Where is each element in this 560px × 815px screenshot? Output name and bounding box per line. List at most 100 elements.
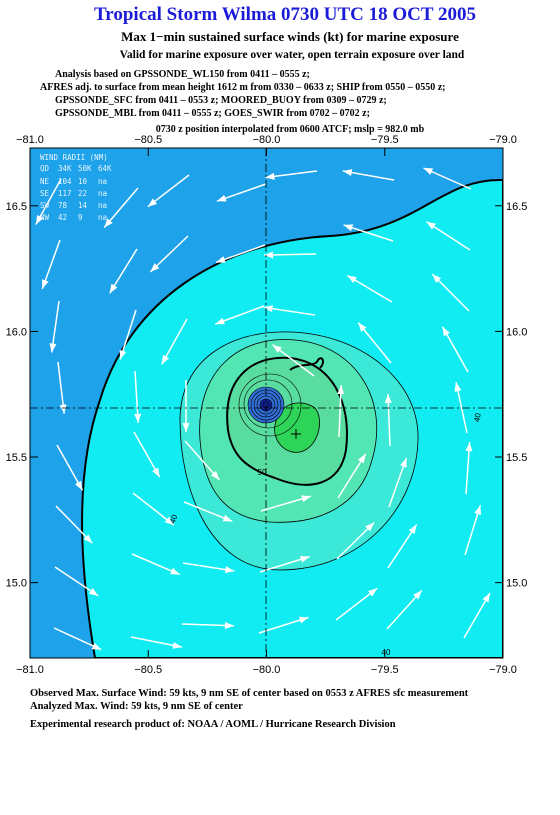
contour-60 bbox=[274, 402, 320, 453]
subtitle: Max 1−min sustained surface winds (kt) f… bbox=[121, 29, 459, 44]
x-tick-label: −79.0 bbox=[489, 664, 517, 676]
contour-label: 40 bbox=[382, 648, 391, 657]
subtitle-2: Valid for marine exposure over water, op… bbox=[120, 49, 465, 61]
wind-arrow-head bbox=[264, 251, 274, 259]
contour-label: 40 bbox=[168, 513, 180, 525]
radii-cell: 10 bbox=[78, 177, 88, 186]
wind-arrow-head bbox=[222, 514, 233, 522]
wind-arrow-head bbox=[164, 516, 174, 526]
wind-arrow-head bbox=[465, 442, 473, 452]
wind-arrow-head bbox=[426, 221, 436, 230]
wind-arrow-head bbox=[263, 305, 273, 313]
wind-arrow-head bbox=[109, 283, 118, 294]
radii-header: QD bbox=[40, 164, 50, 173]
radii-cell: 42 bbox=[58, 213, 67, 222]
wind-arrow-head bbox=[119, 349, 127, 360]
x-tick-label: −79.0 bbox=[489, 134, 517, 146]
wind-arrow-head bbox=[423, 168, 434, 175]
radii-cell: 22 bbox=[78, 189, 87, 198]
wind-arrow-head bbox=[272, 344, 282, 353]
wind-arrow-head bbox=[35, 214, 44, 225]
wind-arrow-head bbox=[59, 404, 67, 414]
wind-arrow-head bbox=[384, 394, 392, 404]
radii-cell: NW bbox=[40, 213, 50, 222]
wind-arrow-head bbox=[172, 641, 183, 649]
analysis-line: GPSSONDE_SFC from 0411 – 0553 z; MOORED_… bbox=[55, 95, 387, 106]
wind-arrow-head bbox=[88, 587, 99, 596]
radii-header: 64K bbox=[98, 164, 112, 173]
radii-header: 50K bbox=[78, 164, 92, 173]
title: Tropical Storm Wilma 0730 UTC 18 OCT 200… bbox=[94, 4, 476, 25]
wind-arrow-head bbox=[300, 555, 310, 563]
footer-line: Analyzed Max. Wind: 59 kts, 9 nm SE of c… bbox=[30, 701, 243, 712]
wind-arrow-head bbox=[182, 423, 190, 432]
x-tick-label: −80.5 bbox=[134, 664, 162, 676]
wind-field bbox=[30, 148, 503, 658]
analysis-line: Analysis based on GPSSONDE_WL150 from 04… bbox=[55, 69, 310, 80]
wind-arrow-head bbox=[482, 592, 490, 603]
wind-arrow-head bbox=[150, 263, 160, 272]
wind-arrow-head bbox=[49, 343, 57, 353]
contour-65 bbox=[238, 373, 302, 437]
wind-arrow-head bbox=[408, 524, 417, 535]
radii-cell: na bbox=[98, 189, 107, 198]
wind-arrow-head bbox=[224, 566, 235, 574]
y-tick-label: 15.0 bbox=[506, 578, 527, 590]
x-tick-label: −81.0 bbox=[16, 134, 44, 146]
wind-arrow-head bbox=[337, 385, 345, 395]
wind-arrow-head bbox=[454, 382, 462, 392]
wind-arrow-head bbox=[134, 413, 142, 423]
axes: −81.0 −81.0 −80.5 −80.5 −80.0 −80.0 −79.5 −79.5… bbox=[6, 134, 528, 676]
wind-arrow-head bbox=[216, 194, 227, 202]
wind-arrow-head bbox=[365, 522, 375, 532]
radii-cell: 14 bbox=[78, 201, 88, 210]
contour-70 bbox=[243, 379, 293, 429]
radii-header: 34K bbox=[58, 164, 72, 173]
wind-arrow-head bbox=[442, 326, 450, 337]
y-tick-label: 16.5 bbox=[506, 201, 527, 213]
radii-cell: 117 bbox=[58, 189, 72, 198]
radii-cell: 9 bbox=[78, 213, 83, 222]
radii-cell: 104 bbox=[58, 177, 72, 186]
max-wind-marker bbox=[291, 429, 301, 439]
wind-arrow-head bbox=[357, 453, 366, 464]
x-tick-label: −79.5 bbox=[371, 664, 399, 676]
y-tick-label: 15.5 bbox=[6, 452, 27, 464]
wind-arrow-head bbox=[104, 218, 113, 228]
footer-line: Observed Max. Surface Wind: 59 kts, 9 nm… bbox=[30, 688, 469, 699]
y-tick-label: 15.0 bbox=[6, 578, 27, 590]
wind-arrow-head bbox=[161, 354, 170, 365]
radii-title: WIND RADII (NM) bbox=[40, 153, 108, 162]
contour-label: 40 bbox=[472, 412, 483, 423]
radii-cell: na bbox=[98, 213, 107, 222]
wind-arrow-head bbox=[75, 480, 83, 491]
x-tick-label: −80.5 bbox=[134, 134, 162, 146]
wind-arrow-head bbox=[367, 588, 378, 597]
y-tick-label: 16.0 bbox=[506, 326, 527, 338]
wind-arrow-head bbox=[342, 169, 353, 176]
wind-arrow-head bbox=[301, 495, 311, 503]
wind-arrow-head bbox=[170, 567, 180, 575]
analysis-line: AFRES adj. to surface from mean height 1… bbox=[40, 82, 446, 93]
wind-arrow-head bbox=[413, 590, 422, 600]
wind-radii-table: WIND RADII (NM) QD 34K 50K 64K NE 104 10 na SE 117… bbox=[40, 153, 112, 222]
wind-arrow-head bbox=[358, 322, 367, 332]
wind-arrow-head bbox=[474, 505, 482, 515]
wind-arrow-head bbox=[347, 275, 357, 284]
wind-arrow-head bbox=[343, 224, 354, 232]
wind-arrow-head bbox=[216, 256, 226, 263]
contour-label: 50 bbox=[258, 468, 267, 477]
wind-arrow-head bbox=[91, 642, 102, 650]
contour-labels: 40 40 50 40 bbox=[168, 412, 483, 657]
x-tick-label: −81.0 bbox=[16, 664, 44, 676]
wind-arrow-head bbox=[83, 534, 93, 544]
wind-arrow-head bbox=[265, 172, 275, 180]
wind-arrow-head bbox=[152, 467, 160, 478]
x-tick-label: −80.0 bbox=[253, 134, 281, 146]
wind-arrow-head bbox=[210, 470, 220, 480]
analysis-line: GPSSONDE_MBL from 0411 – 0555 z; GOES_SW… bbox=[55, 108, 370, 119]
radii-cell: na bbox=[98, 201, 107, 210]
radii-cell: SW bbox=[40, 201, 50, 210]
